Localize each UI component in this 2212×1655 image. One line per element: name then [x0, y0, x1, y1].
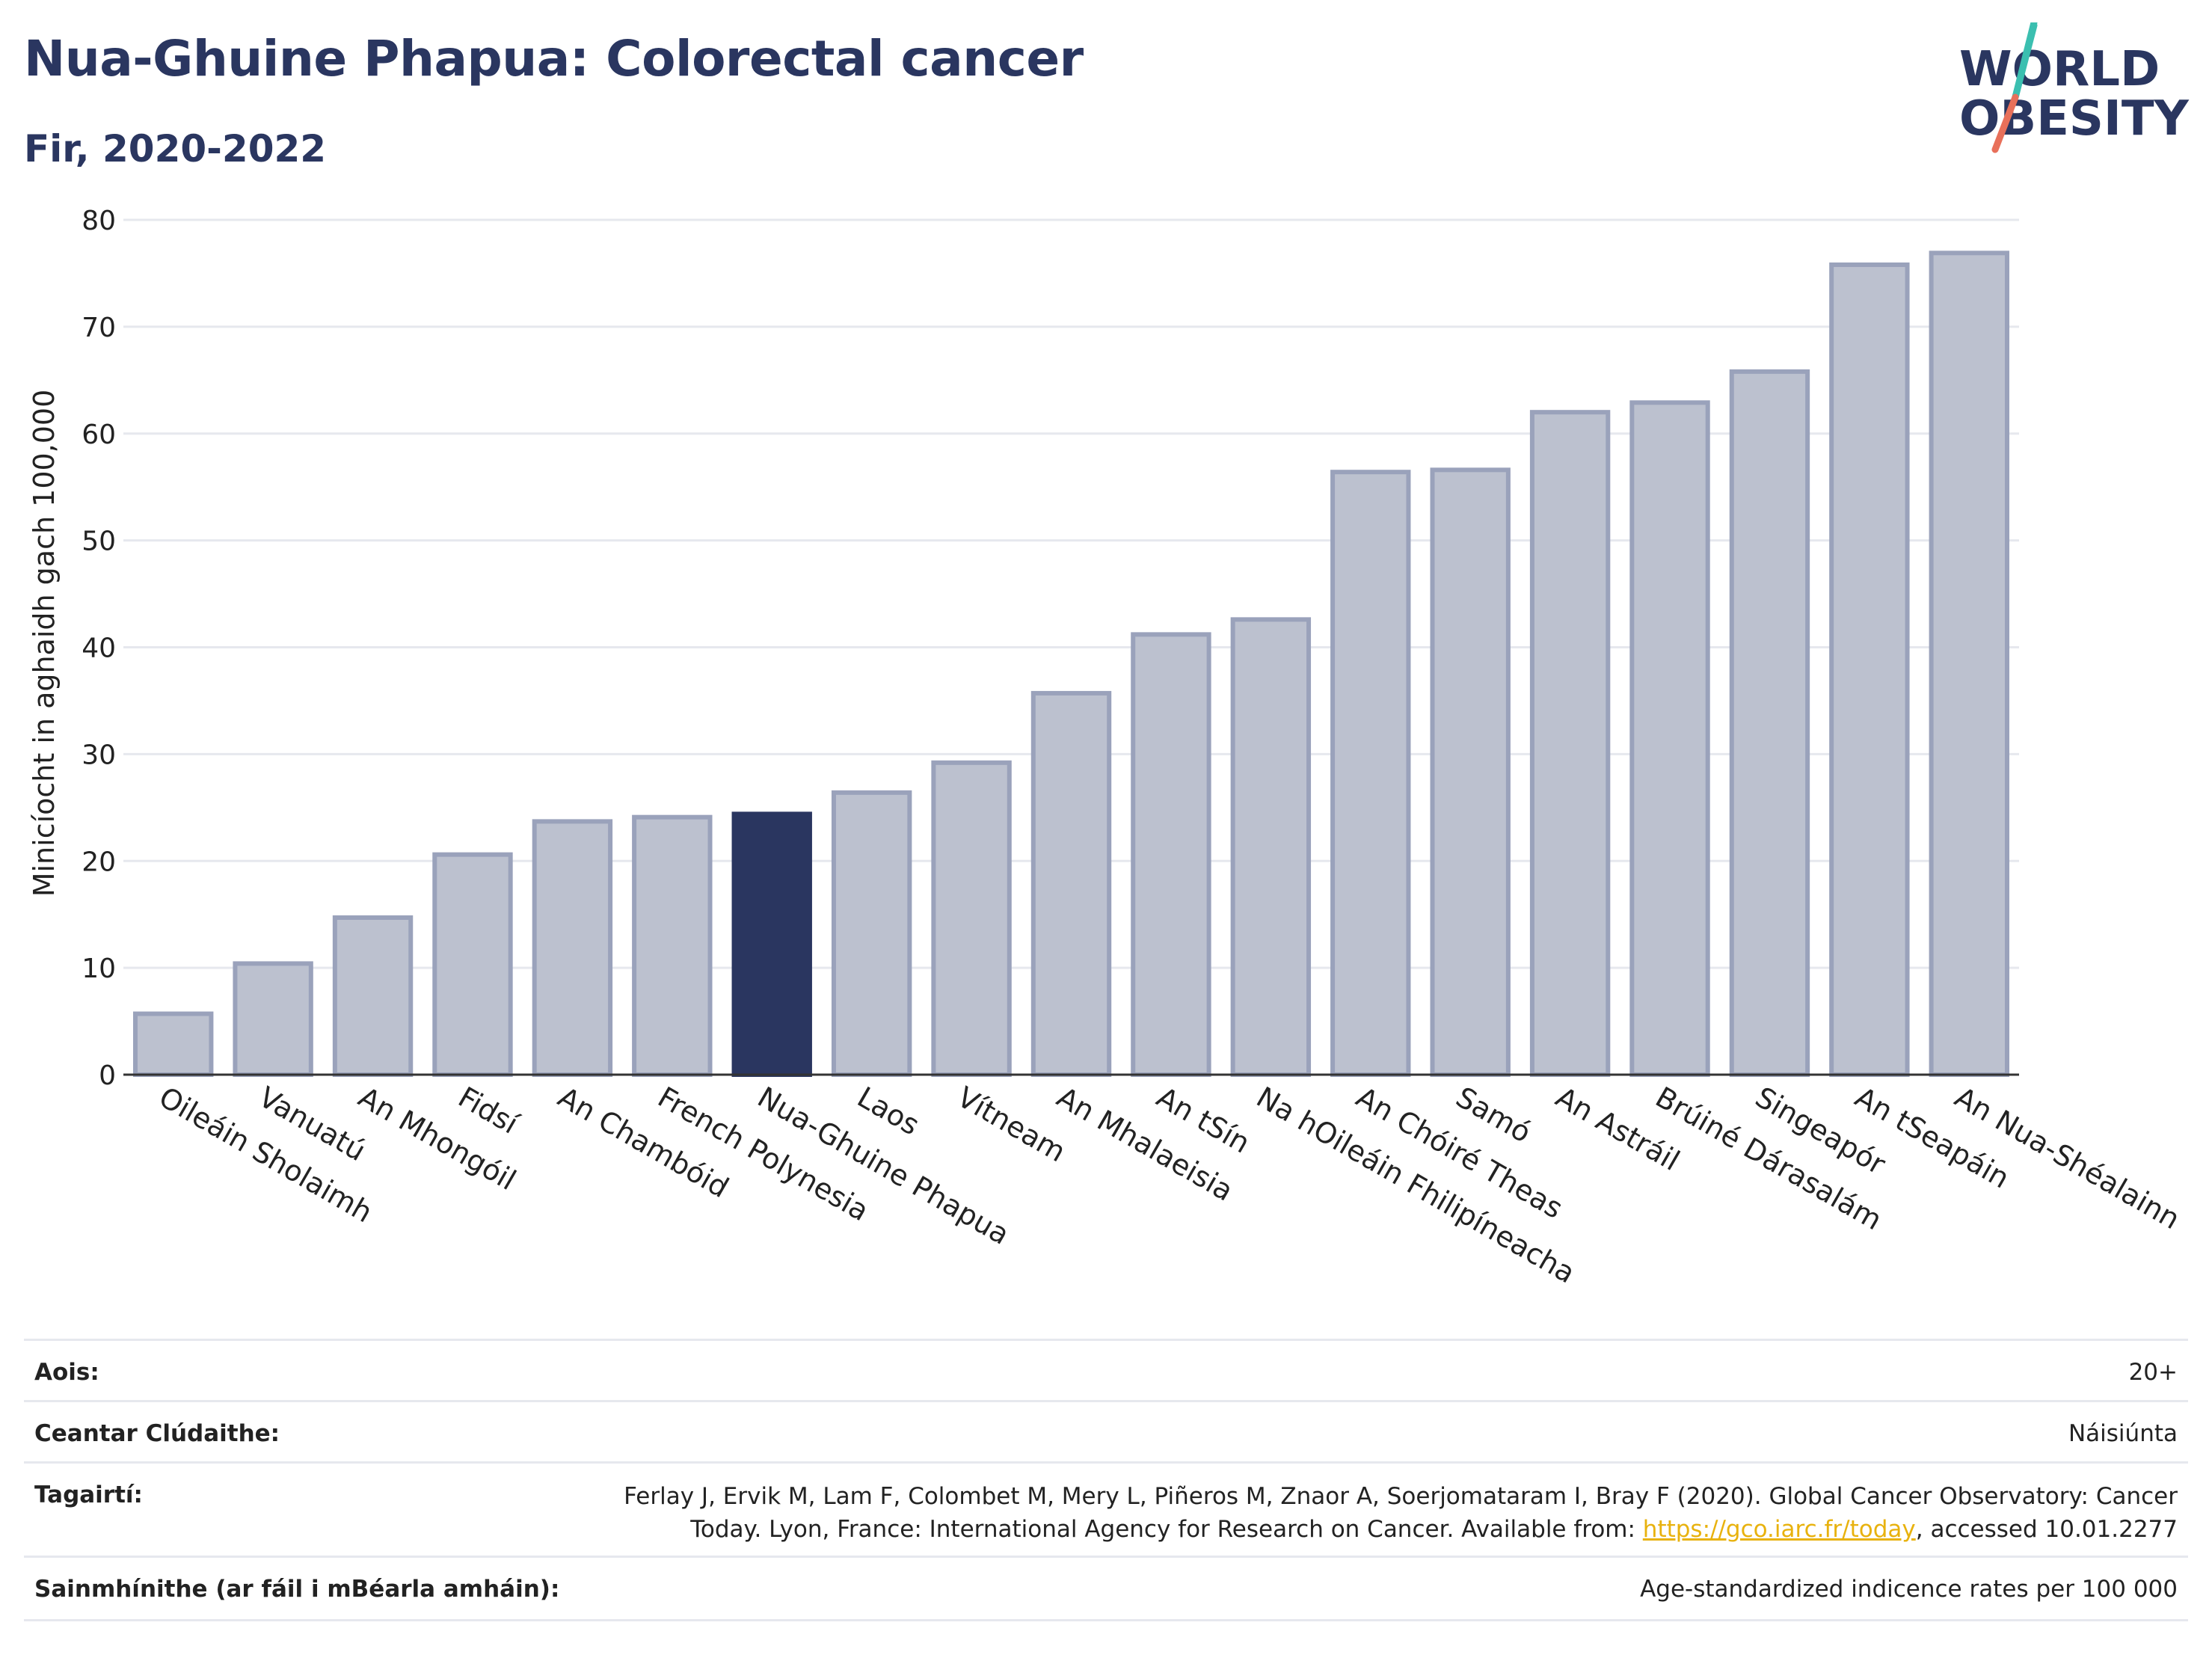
bar [731, 811, 812, 1077]
y-tick-label: 20 [82, 847, 116, 877]
bar-chart: 0 10 20 30 40 50 60 70 80 Oileáin SholaimhVanuat… [28, 206, 2185, 1290]
page-title: Nua-Ghuine Phapua: Colorectal cancer [24, 30, 1084, 87]
bar [1330, 470, 1411, 1077]
y-tick-label: 60 [82, 420, 116, 450]
y-tick-label: 70 [82, 313, 116, 343]
x-tick-label: Vítneam [952, 1081, 1072, 1169]
page-subtitle: Fir, 2020-2022 [24, 127, 327, 171]
references-label: Tagairtí: [34, 1481, 143, 1508]
y-tick-label: 30 [82, 740, 116, 770]
age-label: Aois: [34, 1359, 99, 1386]
bar [532, 819, 613, 1077]
x-tick-label: Laos [852, 1081, 925, 1142]
bar [332, 915, 414, 1077]
y-tick-label: 10 [82, 954, 116, 984]
y-tick-label: 40 [82, 633, 116, 664]
bar [432, 852, 513, 1077]
logo-line1: WORLD [1959, 42, 2160, 97]
bar [632, 814, 713, 1077]
bar [1629, 400, 1710, 1077]
bars [133, 251, 2009, 1078]
y-tick-label: 80 [82, 206, 116, 236]
references-line2: Today. Lyon, France: International Agenc… [532, 1513, 2178, 1546]
info-row-coverage: Ceantar Clúdaithe: Náisiúnta [24, 1400, 2188, 1464]
info-row-references: Tagairtí: Ferlay J, Ervik M, Lam F, Colo… [24, 1461, 2188, 1558]
references-line1: Ferlay J, Ervik M, Lam F, Colombet M, Me… [624, 1483, 2178, 1510]
references-text: Ferlay J, Ervik M, Lam F, Colombet M, Me… [532, 1480, 2178, 1546]
bar [1529, 410, 1611, 1077]
y-tick-label: 50 [82, 526, 116, 557]
references-link[interactable]: https://gco.iarc.fr/today [1642, 1516, 1916, 1543]
x-tick-label: Fidsí [452, 1081, 524, 1141]
coverage-value: Náisiúnta [2068, 1420, 2178, 1447]
y-tick-label: 0 [99, 1060, 116, 1091]
definitions-value: Age-standardized indicence rates per 100… [1640, 1576, 2178, 1603]
bar [1131, 632, 1211, 1077]
references-line2-post: , accessed 10.01.2277 [1915, 1516, 2178, 1543]
references-line2-pre: Today. Lyon, France: International Agenc… [690, 1516, 1643, 1543]
bar [931, 760, 1012, 1077]
info-table: Aois: 20+ Ceantar Clúdaithe: Náisiúnta T… [24, 1339, 2188, 1623]
bar [1729, 369, 1810, 1077]
info-row-definitions: Sainmhínithe (ar fáil i mBéarla amháin):… [24, 1556, 2188, 1621]
bar [1829, 262, 1910, 1078]
coverage-label: Ceantar Clúdaithe: [34, 1420, 280, 1447]
bar [233, 961, 313, 1078]
definitions-label: Sainmhínithe (ar fáil i mBéarla amháin): [34, 1576, 560, 1603]
x-tick-label: An Mhalaeisia [1051, 1081, 1238, 1208]
bar [1230, 617, 1312, 1077]
age-value: 20+ [2128, 1359, 2178, 1386]
y-tick-labels: 0 10 20 30 40 50 60 70 80 [82, 206, 116, 1091]
bar [1030, 690, 1112, 1078]
bar [1430, 467, 1511, 1077]
x-tick-label: An Chambóid [553, 1081, 734, 1205]
info-row-age: Aois: 20+ [24, 1339, 2188, 1402]
y-axis-label: Minicíocht in aghaidh gach 100,000 [28, 390, 61, 897]
world-obesity-logo: WORLD OBESITY [1944, 19, 2199, 157]
bar [831, 790, 912, 1078]
bar [1929, 251, 2009, 1077]
bar [133, 1011, 214, 1078]
